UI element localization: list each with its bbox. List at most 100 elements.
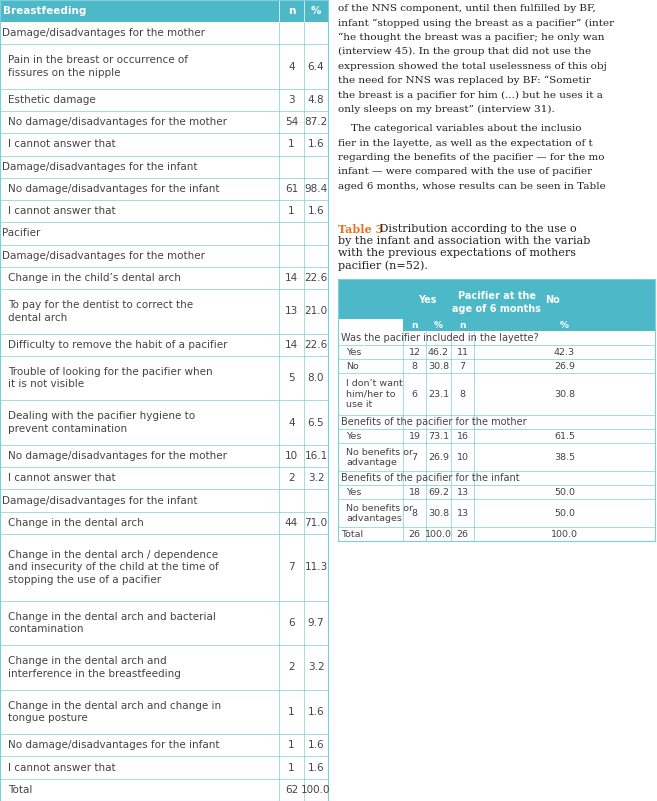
Text: Breastfeeding: Breastfeeding <box>3 6 86 16</box>
Text: the need for NNS was replaced by BF: “Sometir: the need for NNS was replaced by BF: “So… <box>338 76 591 86</box>
Text: with the previous expectations of mothers: with the previous expectations of mother… <box>338 248 576 258</box>
Text: n: n <box>288 6 295 16</box>
Text: expression showed the total uselessness of this obj: expression showed the total uselessness … <box>338 62 607 70</box>
Text: Dealing with the pacifier hygiene to
prevent contamination: Dealing with the pacifier hygiene to pre… <box>8 412 195 434</box>
Text: 2: 2 <box>288 662 295 673</box>
Text: Change in the dental arch and bacterial
contamination: Change in the dental arch and bacterial … <box>8 612 216 634</box>
Text: 1.6: 1.6 <box>307 740 325 751</box>
Text: 1: 1 <box>288 707 295 717</box>
Bar <box>338 280 655 320</box>
Text: the breast is a pacifier for him (...) but he uses it a: the breast is a pacifier for him (...) b… <box>338 91 603 99</box>
Text: (interview 45). In the group that did not use the: (interview 45). In the group that did no… <box>338 47 591 56</box>
Text: I cannot answer that: I cannot answer that <box>8 139 116 150</box>
Text: 4: 4 <box>288 417 295 428</box>
Text: 16: 16 <box>457 432 468 441</box>
Text: regarding the benefits of the pacifier — for the mo: regarding the benefits of the pacifier —… <box>338 153 604 162</box>
Text: 26: 26 <box>457 529 468 539</box>
Text: No damage/disadvantages for the infant: No damage/disadvantages for the infant <box>8 740 219 751</box>
Text: I cannot answer that: I cannot answer that <box>8 473 116 483</box>
Text: by the infant and association with the variab: by the infant and association with the v… <box>338 236 591 246</box>
Text: “he thought the breast was a pacifier; he only wan: “he thought the breast was a pacifier; h… <box>338 33 604 42</box>
Text: 18: 18 <box>409 488 420 497</box>
Text: 71.0: 71.0 <box>304 517 328 528</box>
Bar <box>338 527 655 541</box>
Bar <box>0 779 328 801</box>
Text: 3: 3 <box>288 95 295 105</box>
Text: 26.9: 26.9 <box>554 362 575 371</box>
Text: 26: 26 <box>409 529 420 539</box>
Text: Pain in the breast or occurrence of
fissures on the nipple: Pain in the breast or occurrence of fiss… <box>8 55 188 78</box>
Text: 14: 14 <box>285 340 298 350</box>
Text: Yes: Yes <box>346 488 361 497</box>
Text: 12: 12 <box>409 348 420 356</box>
Text: 1.6: 1.6 <box>307 707 325 717</box>
Text: 100.0: 100.0 <box>302 785 330 795</box>
Text: Benefits of the pacifier for the mother: Benefits of the pacifier for the mother <box>341 417 527 427</box>
Text: Change in the child’s dental arch: Change in the child’s dental arch <box>8 273 181 283</box>
Text: 50.0: 50.0 <box>554 509 575 517</box>
Text: 11: 11 <box>457 348 468 356</box>
Bar <box>0 155 328 178</box>
Text: No: No <box>346 362 359 371</box>
Text: I don’t want
him/her to
use it: I don’t want him/her to use it <box>346 380 403 409</box>
Text: 6: 6 <box>288 618 295 628</box>
Bar <box>338 345 655 360</box>
Text: 10: 10 <box>285 451 298 461</box>
Bar <box>403 320 655 332</box>
Text: 7: 7 <box>459 362 466 371</box>
Bar <box>338 485 655 499</box>
Text: Change in the dental arch / dependence
and insecurity of the child at the time o: Change in the dental arch / dependence a… <box>8 550 219 585</box>
Text: 69.2: 69.2 <box>428 488 449 497</box>
Text: Change in the dental arch and change in
tongue posture: Change in the dental arch and change in … <box>8 701 221 723</box>
Bar <box>0 645 328 690</box>
Text: 1: 1 <box>288 763 295 773</box>
Text: of the NNS component, until then fulfilled by BF,: of the NNS component, until then fulfill… <box>338 4 596 13</box>
Bar <box>338 471 655 485</box>
Text: 1.6: 1.6 <box>307 206 325 216</box>
Bar <box>0 601 328 645</box>
Text: 61.5: 61.5 <box>554 432 575 441</box>
Text: Was the pacifier included in the layette?: Was the pacifier included in the layette… <box>341 333 539 344</box>
Bar <box>338 429 655 443</box>
Text: %: % <box>311 6 321 16</box>
Text: No damage/disadvantages for the mother: No damage/disadvantages for the mother <box>8 117 227 127</box>
Text: infant — were compared with the use of pacifier: infant — were compared with the use of p… <box>338 167 592 176</box>
Bar <box>338 443 655 471</box>
Text: %: % <box>560 320 569 330</box>
Bar <box>338 332 655 345</box>
Text: pacifier (n=52).: pacifier (n=52). <box>338 260 428 271</box>
Text: 98.4: 98.4 <box>304 184 328 194</box>
Bar <box>338 499 655 527</box>
Text: %: % <box>434 320 443 330</box>
Text: 6.4: 6.4 <box>307 62 325 71</box>
Text: 100.0: 100.0 <box>551 529 578 539</box>
Text: 16.1: 16.1 <box>304 451 328 461</box>
Text: Total: Total <box>341 529 363 539</box>
Bar <box>0 445 328 467</box>
Text: Change in the dental arch: Change in the dental arch <box>8 517 144 528</box>
Text: 100.0: 100.0 <box>425 529 452 539</box>
Text: 10: 10 <box>457 453 468 462</box>
Text: 8: 8 <box>411 509 417 517</box>
Text: Yes: Yes <box>346 348 361 356</box>
Text: 14: 14 <box>285 273 298 283</box>
Text: No benefits or
advantages: No benefits or advantages <box>346 504 413 523</box>
Text: 38.5: 38.5 <box>554 453 575 462</box>
Text: 13: 13 <box>285 306 298 316</box>
Text: Damage/disadvantages for the infant: Damage/disadvantages for the infant <box>2 496 198 505</box>
Bar <box>0 489 328 512</box>
Text: infant “stopped using the breast as a pacifier” (inter: infant “stopped using the breast as a pa… <box>338 18 614 28</box>
Text: Esthetic damage: Esthetic damage <box>8 95 96 105</box>
Text: 2: 2 <box>288 473 295 483</box>
Text: Yes: Yes <box>346 432 361 441</box>
Text: 30.8: 30.8 <box>428 509 449 517</box>
Text: I cannot answer that: I cannot answer that <box>8 763 116 773</box>
Text: Damage/disadvantages for the infant: Damage/disadvantages for the infant <box>2 162 198 171</box>
Text: 61: 61 <box>285 184 298 194</box>
Text: 4: 4 <box>288 62 295 71</box>
Bar <box>0 467 328 489</box>
Text: 5: 5 <box>288 373 295 383</box>
Bar <box>0 200 328 223</box>
Text: 21.0: 21.0 <box>304 306 328 316</box>
Bar <box>0 89 328 111</box>
